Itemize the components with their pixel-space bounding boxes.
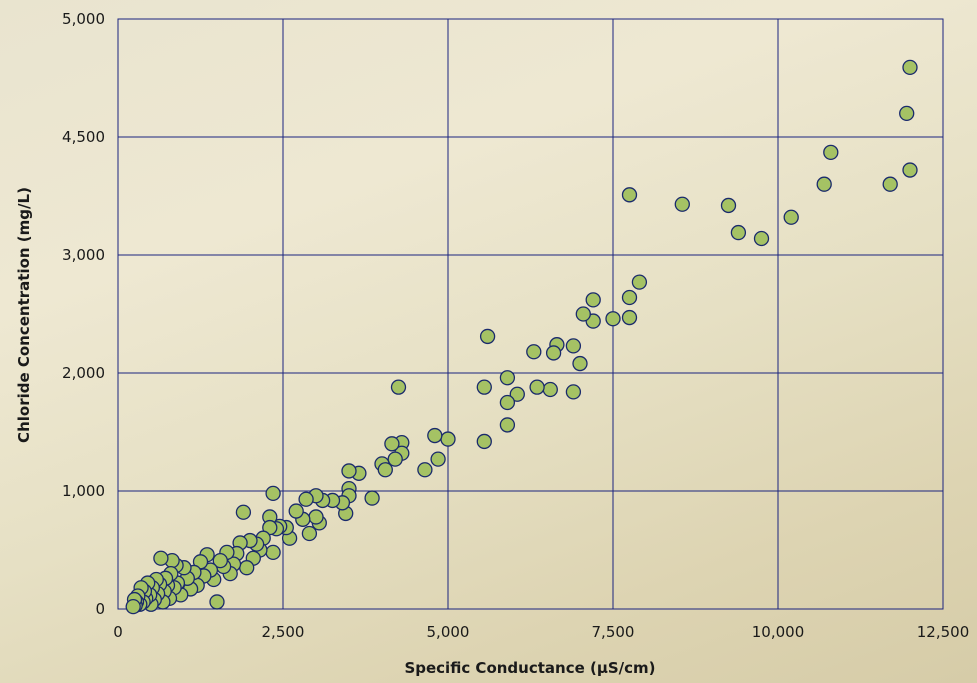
data-point	[298, 491, 314, 507]
data-point	[265, 544, 281, 561]
x-tick-label: 12,500	[917, 623, 970, 641]
y-tick-label: 5,000	[62, 10, 105, 28]
data-point	[209, 594, 225, 610]
data-point	[384, 436, 400, 452]
y-axis-ticks: 0 1,000 2,000 3,000 4,500 5,000	[62, 10, 105, 618]
data-point	[476, 379, 492, 395]
data-point	[265, 485, 281, 502]
data-point	[499, 417, 516, 433]
data-point	[341, 463, 357, 479]
data-point	[565, 384, 582, 400]
data-point	[565, 338, 582, 354]
data-point	[390, 379, 407, 395]
data-point	[476, 433, 492, 450]
data-point	[427, 427, 443, 444]
data-point	[545, 345, 562, 361]
data-point	[301, 525, 318, 542]
data-point	[377, 462, 393, 478]
data-point	[572, 355, 588, 372]
data-point	[479, 328, 496, 345]
data-point	[526, 344, 542, 360]
data-points	[125, 59, 918, 615]
data-point	[902, 59, 918, 76]
data-point	[575, 306, 591, 322]
data-point	[753, 230, 770, 247]
x-tick-label: 0	[113, 623, 123, 641]
x-tick-label: 2,500	[262, 623, 305, 641]
grid	[117, 18, 944, 610]
data-point	[823, 144, 839, 160]
data-point	[730, 224, 747, 241]
plot-frame	[117, 18, 944, 610]
y-tick-label: 1,000	[62, 482, 105, 500]
data-point	[621, 309, 638, 326]
data-point	[153, 550, 169, 566]
data-point	[816, 176, 832, 192]
data-point	[125, 598, 141, 615]
data-point	[631, 274, 648, 290]
y-axis-title: Chloride Concentration (mg/L)	[15, 187, 33, 443]
y-tick-label: 3,000	[62, 246, 105, 264]
data-point	[308, 509, 324, 525]
x-tick-label: 7,500	[592, 623, 635, 641]
data-point	[387, 451, 403, 467]
x-tick-label: 5,000	[427, 623, 470, 641]
x-axis-ticks: 0 2,500 5,000 7,500 10,000 12,500	[113, 623, 969, 641]
y-tick-label: 2,000	[62, 364, 105, 382]
data-point	[542, 381, 558, 398]
data-point	[288, 503, 304, 519]
data-point	[585, 292, 601, 308]
data-point	[364, 490, 380, 506]
data-point	[417, 462, 433, 478]
data-point	[430, 451, 446, 467]
data-point	[499, 394, 516, 411]
data-point	[621, 289, 638, 306]
data-point	[902, 162, 918, 178]
x-axis-title: Specific Conductance (µS/cm)	[404, 659, 655, 677]
data-point	[783, 209, 799, 225]
data-point	[440, 431, 456, 447]
data-point	[239, 560, 255, 576]
data-point	[882, 176, 898, 192]
data-point	[235, 504, 252, 520]
x-tick-label: 10,000	[752, 623, 805, 641]
data-point	[899, 105, 915, 122]
y-tick-label: 4,500	[62, 128, 105, 146]
data-point	[605, 311, 621, 327]
data-point	[499, 370, 516, 386]
data-point	[720, 197, 737, 214]
y-tick-label: 0	[95, 600, 105, 618]
data-point	[621, 187, 638, 203]
data-point	[529, 379, 545, 395]
data-point	[509, 386, 525, 402]
data-point	[674, 196, 690, 212]
data-point	[212, 552, 228, 569]
